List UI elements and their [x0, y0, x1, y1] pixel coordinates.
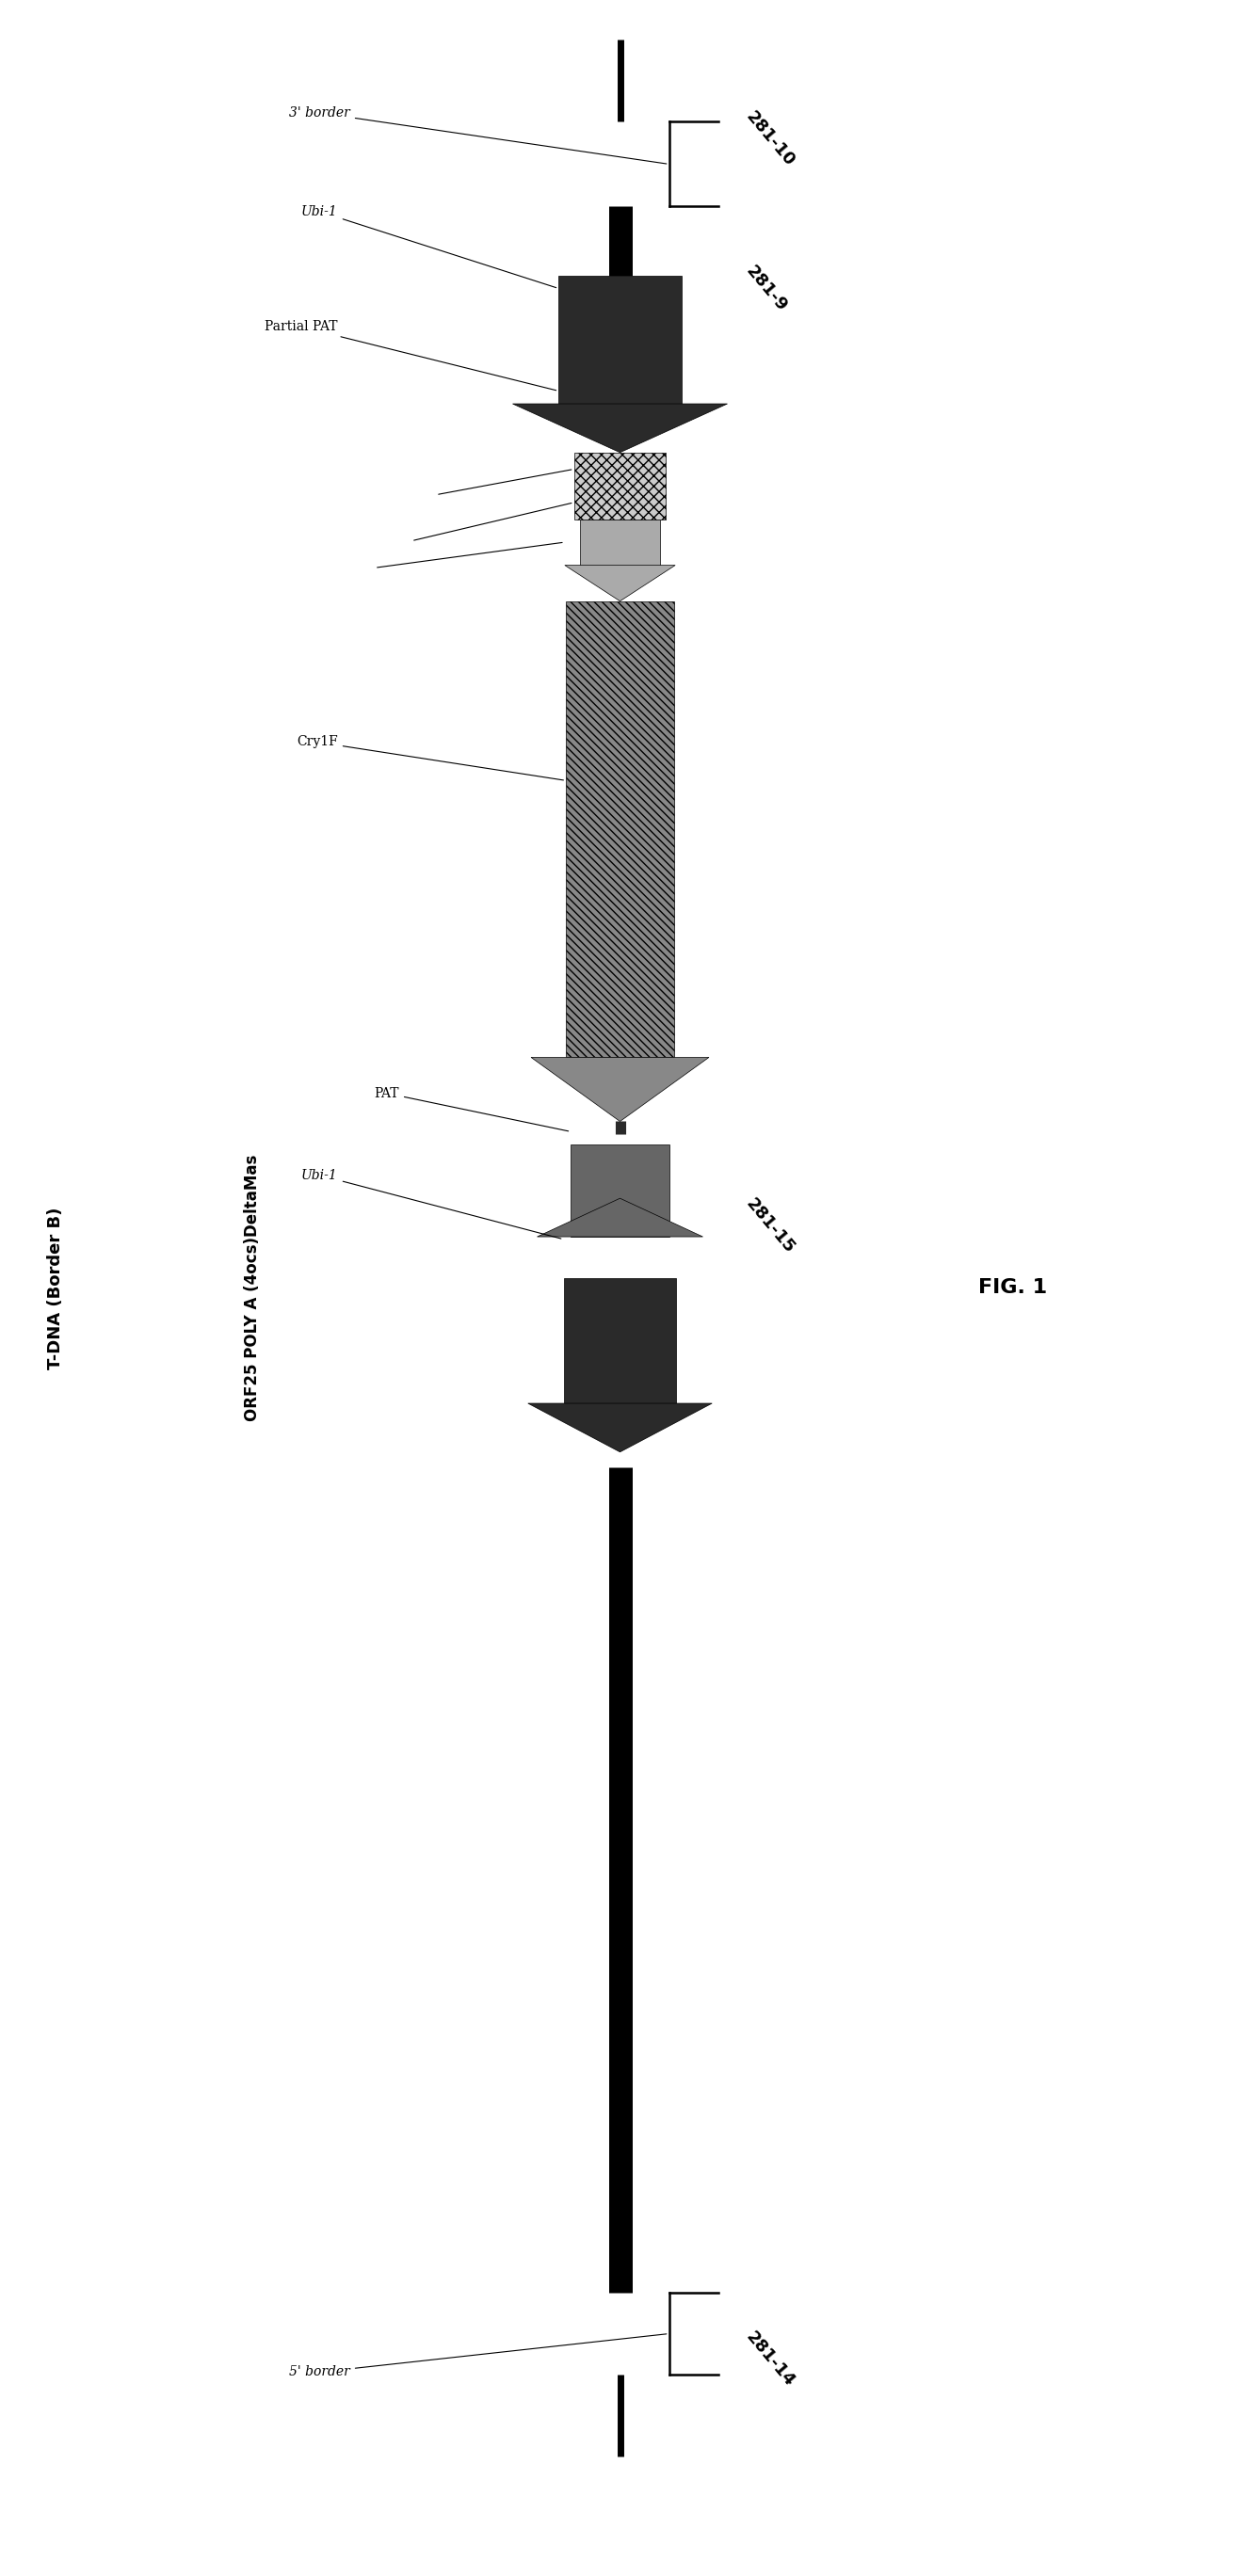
Polygon shape: [580, 520, 660, 564]
Polygon shape: [528, 1404, 712, 1453]
Polygon shape: [512, 404, 728, 453]
Text: FIG. 1: FIG. 1: [978, 1278, 1047, 1298]
Text: Ubi-1: Ubi-1: [301, 206, 557, 289]
Text: 281-15: 281-15: [743, 1195, 799, 1257]
Text: Partial PAT: Partial PAT: [265, 319, 556, 392]
Text: 281-10: 281-10: [743, 108, 799, 170]
Polygon shape: [564, 564, 676, 600]
Text: PAT: PAT: [374, 1087, 568, 1131]
Text: ORF25 POLY A (4ocs)DeltaMas: ORF25 POLY A (4ocs)DeltaMas: [243, 1154, 260, 1422]
Polygon shape: [565, 600, 675, 1056]
Text: 3' border: 3' border: [289, 106, 666, 165]
Text: 281-9: 281-9: [743, 263, 791, 314]
Text: T-DNA (Border B): T-DNA (Border B): [47, 1208, 64, 1368]
Text: Cry1F: Cry1F: [296, 737, 563, 781]
Text: 281-14: 281-14: [743, 2329, 799, 2391]
Text: Ubi-1: Ubi-1: [301, 1170, 560, 1239]
Polygon shape: [537, 1198, 703, 1236]
Polygon shape: [559, 276, 681, 404]
Polygon shape: [570, 1144, 670, 1236]
Polygon shape: [531, 1056, 709, 1121]
Text: 5' border: 5' border: [289, 2334, 666, 2378]
Polygon shape: [563, 1278, 677, 1404]
Polygon shape: [574, 453, 666, 520]
